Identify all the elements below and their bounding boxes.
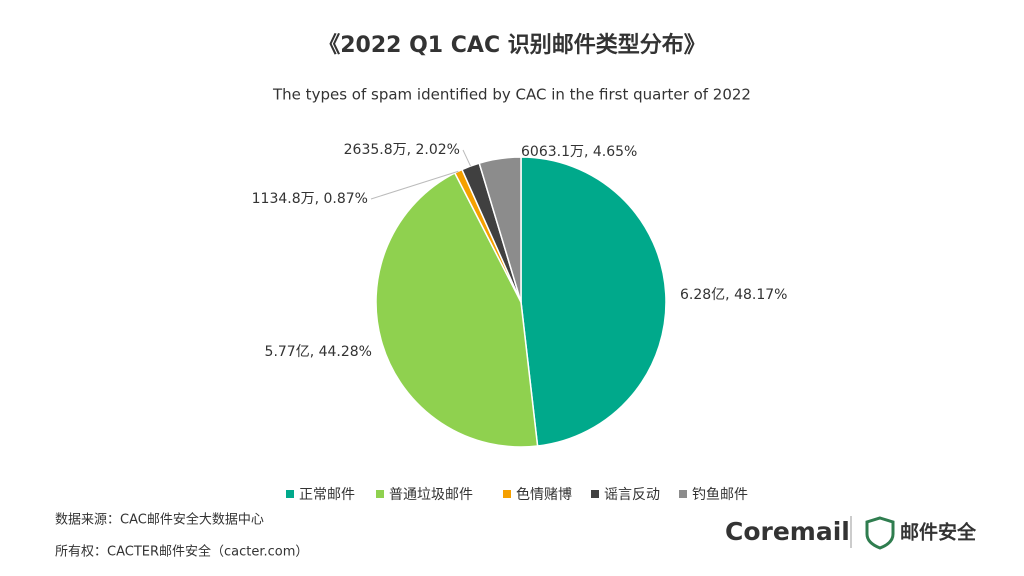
leader-line (462, 149, 471, 167)
coremail-logo: Coremail (725, 517, 850, 546)
legend-swatch (286, 490, 294, 498)
data-label: 1134.8万, 0.87% (252, 191, 368, 207)
security-logo: 邮件安全 (900, 521, 977, 544)
legend-swatch (376, 490, 384, 498)
data-label: 6063.1万, 4.65% (521, 144, 637, 160)
data-label: 2635.8万, 2.02% (344, 142, 460, 158)
data-label: 6.28亿, 48.17% (680, 287, 787, 303)
legend-label: 色情赌博 (516, 486, 572, 503)
legend-swatch (679, 490, 687, 498)
chart-subtitle: The types of spam identified by CAC in t… (272, 86, 751, 104)
copyright-note: 所有权：CACTER邮件安全（cacter.com） (55, 544, 308, 560)
chart-title: 《2022 Q1 CAC 识别邮件类型分布》 (318, 32, 706, 58)
leader-line (370, 170, 459, 200)
pie-slice (375, 171, 539, 448)
source-note: 数据来源：CAC邮件安全大数据中心 (55, 512, 264, 528)
legend-swatch (503, 490, 511, 498)
legend-label: 普通垃圾邮件 (389, 487, 473, 503)
legend-label: 正常邮件 (299, 487, 355, 503)
data-label: 5.77亿, 44.28% (265, 344, 372, 360)
pie-slice (478, 156, 522, 303)
shield-icon (865, 516, 895, 550)
legend-label: 钓鱼邮件 (692, 486, 748, 503)
legend-swatch (591, 490, 599, 498)
pie-slice (520, 156, 667, 447)
legend-label: 谣言反动 (604, 487, 660, 503)
